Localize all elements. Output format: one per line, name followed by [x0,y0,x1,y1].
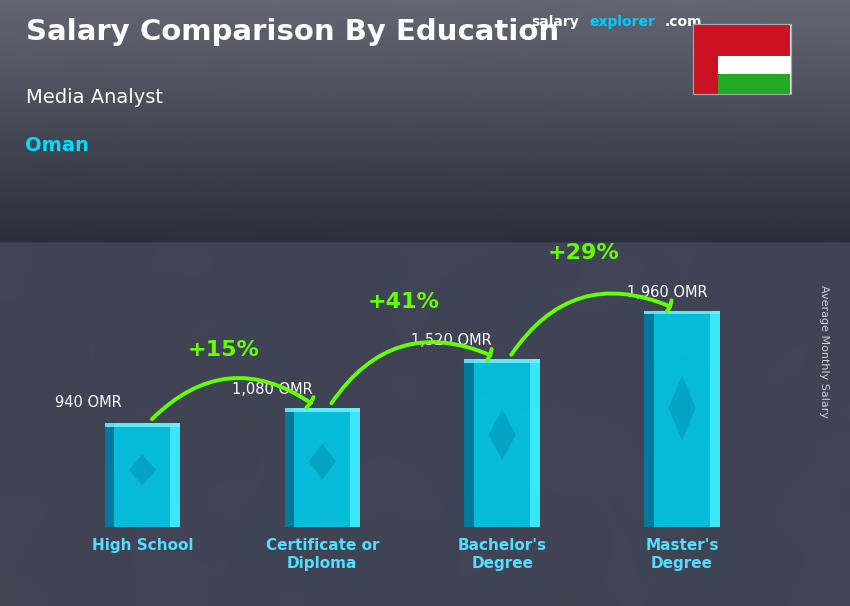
Bar [710,310,720,527]
Text: Oman: Oman [26,136,89,155]
Bar [170,424,180,527]
Polygon shape [668,376,695,441]
Bar [530,359,540,527]
Bar [464,359,474,527]
Text: .com: .com [665,15,702,29]
Bar [644,310,720,315]
Text: 1,080 OMR: 1,080 OMR [231,382,312,397]
Bar [350,408,360,527]
Text: salary: salary [531,15,579,29]
Text: +29%: +29% [547,243,619,263]
Polygon shape [129,454,156,485]
Text: Media Analyst: Media Analyst [26,88,162,107]
Bar [644,310,720,527]
Text: 1,960 OMR: 1,960 OMR [627,285,708,300]
Text: explorer: explorer [589,15,654,29]
Text: Salary Comparison By Education: Salary Comparison By Education [26,18,558,46]
Text: 1,520 OMR: 1,520 OMR [411,333,492,348]
Bar [105,424,180,527]
Text: +15%: +15% [188,340,259,360]
Bar [285,408,294,527]
Bar [464,359,540,363]
Bar [644,310,654,527]
Bar [105,424,115,527]
Bar [285,408,360,411]
Bar [464,359,540,527]
Polygon shape [489,410,516,460]
Polygon shape [309,444,336,479]
Text: Average Monthly Salary: Average Monthly Salary [819,285,829,418]
Bar [285,408,360,527]
Text: 940 OMR: 940 OMR [55,395,122,410]
Text: +41%: +41% [367,291,439,311]
Bar [105,424,180,427]
